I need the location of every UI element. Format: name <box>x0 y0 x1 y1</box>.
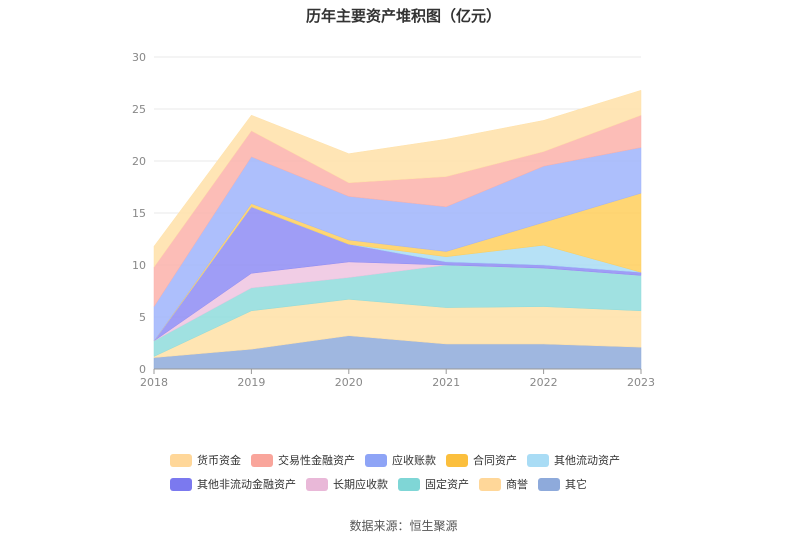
legend-item[interactable]: 商誉 <box>479 476 528 492</box>
x-tick-label: 2019 <box>237 376 265 389</box>
legend-item[interactable]: 长期应收款 <box>306 476 388 492</box>
y-tick-label: 5 <box>139 311 146 324</box>
legend-item[interactable]: 固定资产 <box>398 476 469 492</box>
legend-label: 货币资金 <box>197 454 241 467</box>
legend-label: 其他流动资产 <box>554 454 620 467</box>
legend-item[interactable]: 其他流动资产 <box>527 452 620 468</box>
legend-swatch <box>538 477 560 491</box>
legend-item[interactable]: 合同资产 <box>446 452 517 468</box>
legend-item[interactable]: 其他非流动金融资产 <box>170 476 296 492</box>
area-货币资金 <box>153 89 642 268</box>
y-tick-label: 0 <box>139 363 146 376</box>
area-series <box>153 89 642 370</box>
x-tick-label: 2023 <box>627 376 655 389</box>
legend-swatch <box>251 453 273 467</box>
legend-swatch <box>306 477 328 491</box>
legend-label: 交易性金融资产 <box>278 454 355 467</box>
legend-row: 其他非流动金融资产 长期应收款 固定资产 商誉 其它 <box>170 472 650 496</box>
x-tick-label: 2021 <box>432 376 460 389</box>
legend-row: 货币资金 交易性金融资产 应收账款 合同资产 其他流动资产 <box>170 448 650 472</box>
y-tick-label: 30 <box>132 51 146 64</box>
y-tick-label: 10 <box>132 259 146 272</box>
axes: 0 5 10 15 20 25 30 2018 2019 2020 2021 2022 2023 <box>132 51 655 389</box>
x-tick-label: 2020 <box>335 376 363 389</box>
legend-swatch <box>446 453 468 467</box>
legend-swatch <box>170 453 192 467</box>
data-source: 数据来源：恒生聚源 <box>349 519 458 533</box>
legend-swatch <box>170 477 192 491</box>
legend-label: 固定资产 <box>425 478 469 491</box>
legend-label: 其它 <box>565 478 587 491</box>
x-tick-label: 2022 <box>530 376 558 389</box>
legend-item[interactable]: 交易性金融资产 <box>251 452 355 468</box>
chart-title: 历年主要资产堆积图（亿元） <box>305 7 501 25</box>
legend-swatch <box>365 453 387 467</box>
legend-swatch <box>479 477 501 491</box>
y-tick-label: 15 <box>132 207 146 220</box>
legend-item[interactable]: 货币资金 <box>170 452 241 468</box>
y-tick-label: 20 <box>132 155 146 168</box>
x-tick-label: 2018 <box>140 376 168 389</box>
legend-swatch <box>527 453 549 467</box>
legend-label: 长期应收款 <box>333 478 388 491</box>
legend-item[interactable]: 应收账款 <box>365 452 436 468</box>
legend-label: 其他非流动金融资产 <box>197 478 296 491</box>
y-tick-label: 25 <box>132 103 146 116</box>
legend-label: 应收账款 <box>392 454 436 467</box>
legend-label: 合同资产 <box>473 454 517 467</box>
legend: 货币资金 交易性金融资产 应收账款 合同资产 其他流动资产其他非流动金融资产 长期应收款 固… <box>170 448 650 496</box>
legend-item[interactable]: 其它 <box>538 476 587 492</box>
legend-label: 商誉 <box>506 478 528 491</box>
legend-swatch <box>398 477 420 491</box>
